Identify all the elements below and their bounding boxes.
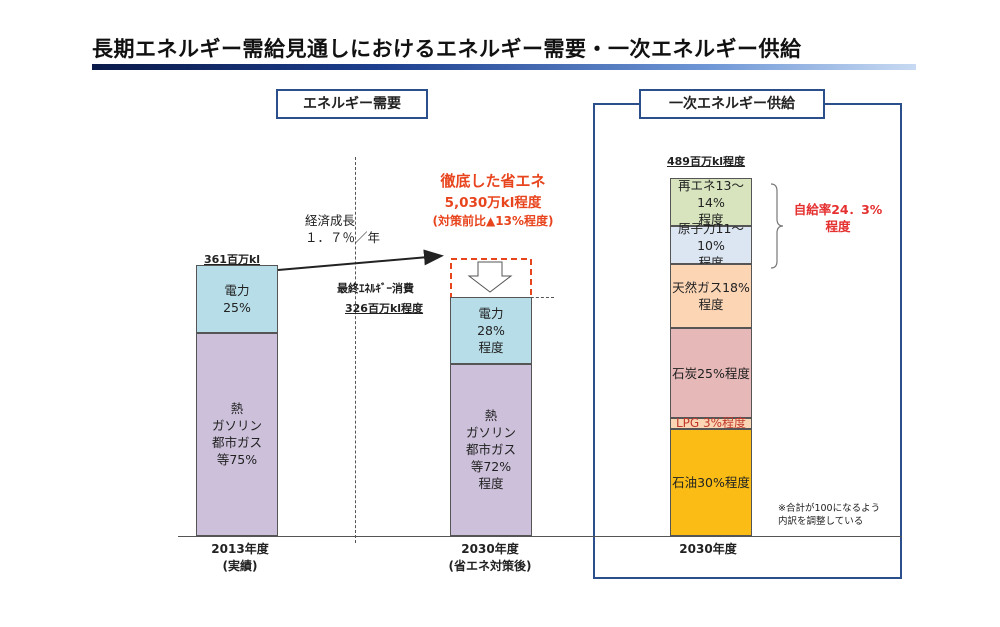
period-divider [355,157,356,543]
title-underline [92,64,916,70]
bar-total-2030-demand: 326百万kl程度 [345,302,424,315]
page-title: 長期エネルギー需給見通しにおけるエネルギー需要・一次エネルギー供給 [92,37,802,61]
x-label-2013: 2013年度 (実績) [211,542,269,573]
self-sufficiency-bracket [770,183,784,269]
bar-segment-natural-gas: 天然ガス18%程度 [670,263,752,329]
bar-total-2013: 361百万kl [204,253,261,266]
savings-line2: 5,030万kl程度 [444,195,542,211]
growth-note: 経済成長 １．７％／年 [305,213,381,245]
bar-segment-heat-2013: 熱 ガソリン 都市ガス 等75% [196,332,278,536]
demand-section-label: エネルギー需要 [276,89,428,119]
bar-segment-electricity-2013: 電力 25% [196,265,278,333]
adjustment-note: ※合計が100になるよう 内訳を調整している [778,503,881,527]
savings-line3: (対策前比▲13%程度) [432,214,554,228]
savings-line1: 徹底した省エネ [440,172,546,190]
final-consumption-label: 最終ｴﾈﾙｷﾞｰ消費 [337,282,414,295]
bar-segment-oil: 石油30%程度 [670,428,752,536]
bar-segment-lpg: LPG 3%程度 [670,416,752,430]
bar-segment-electricity-2030: 電力 28% 程度 [450,297,532,364]
bar-segment-renewable: 再エネ13～14% 程度 [670,178,752,227]
bar-segment-heat-2030: 熱 ガソリン 都市ガス 等72% 程度 [450,363,532,536]
self-sufficiency-rate: 自給率24．3% 程度 [793,202,883,234]
bar-segment-coal: 石炭25%程度 [670,328,752,418]
bar-segment-nuclear: 原子力11～10% 程度 [670,221,752,270]
supply-section-label: 一次エネルギー供給 [639,89,825,119]
baseline [178,536,902,537]
x-label-2030-demand: 2030年度 (省エネ対策後) [448,542,532,573]
bar-total-2030-supply: 489百万kl程度 [667,155,746,168]
x-label-2030-supply: 2030年度 [679,542,737,556]
